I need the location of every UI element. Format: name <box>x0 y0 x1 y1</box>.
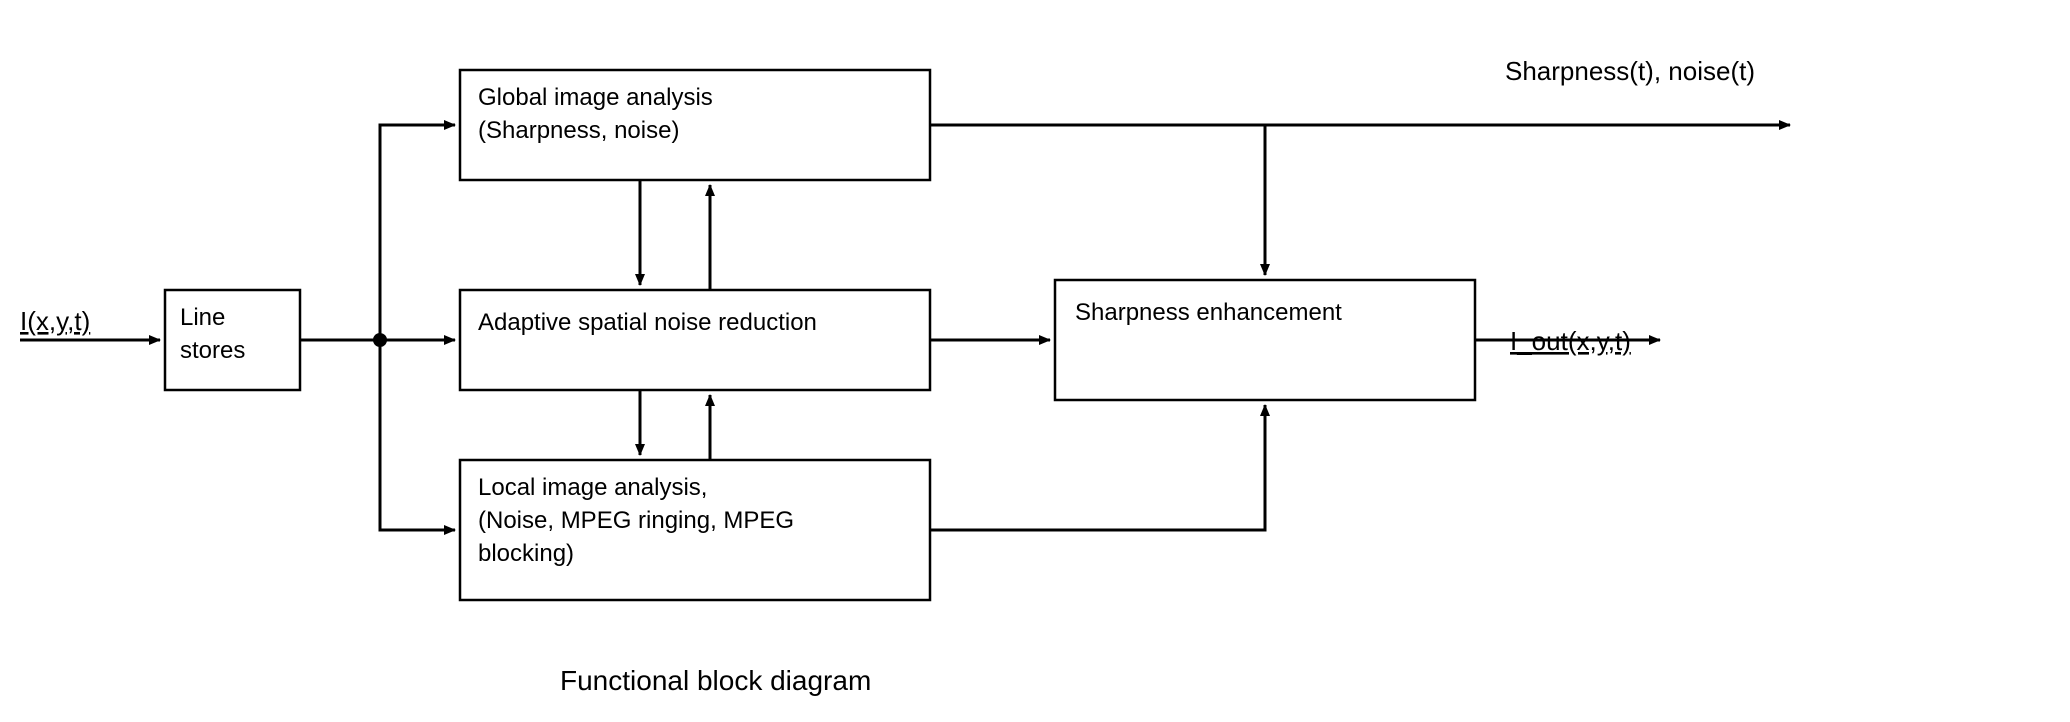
node-adaptive-noise <box>460 290 930 390</box>
diagram-caption: Functional block diagram <box>560 665 871 696</box>
node-global-label-1: Global image analysis <box>478 84 713 111</box>
edge-junction-to-global <box>380 125 455 340</box>
node-line-stores-label-2: stores <box>180 337 245 364</box>
node-local-label-1: Local image analysis, <box>478 474 707 501</box>
input-label: I(x,y,t) <box>20 306 90 336</box>
edge-junction-to-local <box>380 340 455 530</box>
edge-local-to-sharpness <box>930 405 1265 530</box>
node-sharpness-enhancement <box>1055 280 1475 400</box>
node-local-label-2: (Noise, MPEG ringing, MPEG <box>478 507 794 534</box>
output-top-label: Sharpness(t), noise(t) <box>1505 56 1755 86</box>
node-local-label-3: blocking) <box>478 540 574 567</box>
node-adaptive-label-1: Adaptive spatial noise reduction <box>478 309 817 336</box>
node-global-label-2: (Sharpness, noise) <box>478 117 679 144</box>
node-sharpness-label-1: Sharpness enhancement <box>1075 299 1342 326</box>
node-line-stores-label-1: Line <box>180 304 225 331</box>
